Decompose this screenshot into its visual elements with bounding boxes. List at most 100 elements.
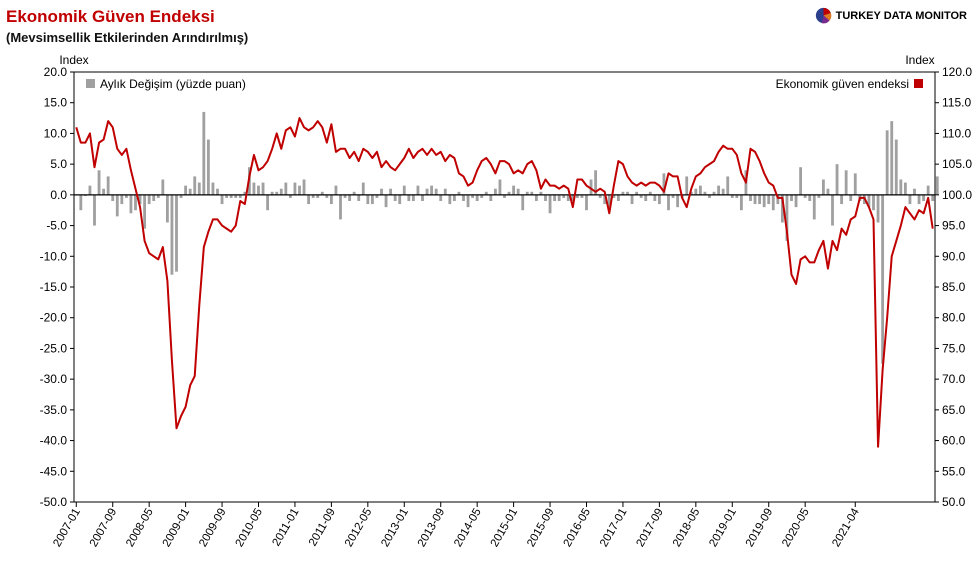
bar — [758, 194, 762, 205]
bar — [626, 191, 629, 195]
bar — [175, 194, 178, 272]
bar — [202, 111, 206, 195]
bar — [334, 185, 338, 195]
right-tick-label: 100.0 — [942, 188, 972, 202]
bar — [407, 194, 411, 201]
bar — [562, 194, 566, 198]
bar — [425, 188, 429, 195]
bar — [931, 194, 935, 201]
x-tick-label: 2013-01 — [379, 507, 411, 550]
bar — [557, 194, 561, 201]
bar — [320, 191, 324, 195]
bar — [266, 194, 270, 211]
bar — [794, 194, 798, 208]
left-tick-label: -20.0 — [40, 311, 68, 325]
x-tick-label: 2017-09 — [634, 507, 666, 550]
right-tick-label: 95.0 — [942, 219, 966, 233]
bar — [129, 194, 133, 214]
legend-bar-swatch — [86, 79, 95, 88]
bar — [311, 194, 315, 198]
x-tick-label: 2008-05 — [124, 507, 156, 550]
bar — [443, 188, 447, 195]
bar — [630, 194, 634, 205]
bar — [512, 185, 516, 195]
bar — [211, 182, 215, 195]
bar — [739, 194, 743, 211]
left-tick-label: -30.0 — [40, 372, 68, 386]
bar — [566, 194, 570, 201]
left-tick-label: 20.0 — [44, 65, 68, 79]
right-axis-label: Index — [905, 53, 934, 67]
x-tick-label: 2021-04 — [830, 506, 862, 549]
brand-name: TURKEY DATA MONITOR — [835, 9, 967, 22]
bar — [229, 194, 233, 198]
right-tick-label: 105.0 — [942, 157, 972, 171]
bar — [298, 185, 301, 195]
bar — [821, 179, 825, 195]
right-tick-label: 80.0 — [942, 311, 966, 325]
bar — [325, 194, 329, 198]
brand[interactable]: TURKEY DATA MONITOR — [815, 7, 967, 24]
legend-line-label: Ekonomik güven endeksi — [776, 77, 909, 91]
left-tick-label: -35.0 — [40, 403, 68, 417]
bar — [489, 194, 493, 201]
right-tick-label: 55.0 — [942, 464, 966, 478]
bar — [434, 188, 438, 195]
bar — [220, 194, 224, 205]
bar — [790, 194, 793, 201]
bar — [343, 194, 347, 198]
bar — [243, 191, 247, 195]
left-tick-label: -10.0 — [40, 249, 68, 263]
x-tick-label: 2015-01 — [489, 507, 521, 550]
bar — [917, 194, 921, 205]
bar — [803, 194, 807, 198]
left-tick-label: -45.0 — [40, 464, 68, 478]
bar — [380, 188, 383, 195]
bar — [667, 194, 670, 211]
bar — [867, 194, 871, 208]
right-tick-label: 115.0 — [942, 96, 971, 110]
right-tick-label: 65.0 — [942, 403, 966, 417]
bar — [539, 191, 543, 195]
bar — [657, 194, 661, 205]
bar — [147, 194, 151, 205]
bar — [466, 194, 470, 208]
bar — [97, 170, 101, 195]
x-tick-label: 2019-01 — [707, 507, 739, 550]
bar — [430, 185, 434, 195]
bar — [138, 194, 142, 205]
bar — [621, 191, 625, 195]
bar — [780, 194, 784, 223]
bar — [498, 179, 502, 195]
right-tick-label: 90.0 — [942, 249, 966, 263]
bar — [676, 194, 680, 208]
bar — [817, 194, 821, 198]
axes: 20.0 15.0 10.0 5.0 0.0 -5.0 -10.0 -15.0 -20.0 -25… — [40, 53, 973, 549]
bar — [357, 194, 361, 201]
x-tick-label: 2018-05 — [671, 507, 703, 550]
bar — [411, 194, 415, 201]
bar — [493, 188, 497, 195]
left-tick-label: -5.0 — [46, 219, 67, 233]
legend: Aylık Değişim (yüzde puan) Ekonomik güven… — [86, 77, 923, 91]
bar — [571, 194, 575, 201]
bar — [749, 194, 752, 201]
bar — [480, 194, 484, 198]
bar — [507, 191, 511, 195]
line-series — [75, 117, 934, 448]
left-tick-label: -40.0 — [40, 434, 68, 448]
bar — [516, 188, 520, 195]
x-tick-label: 2009-09 — [197, 507, 229, 550]
bar — [93, 194, 96, 226]
bar — [293, 182, 297, 195]
bar — [462, 194, 465, 201]
bar — [102, 188, 106, 195]
bar — [662, 173, 666, 195]
bar — [257, 185, 260, 195]
bar — [161, 179, 165, 195]
bar — [402, 185, 406, 195]
bar — [270, 191, 274, 195]
bar — [594, 170, 598, 195]
left-tick-label: -50.0 — [40, 495, 68, 509]
chart-title: Ekonomik Güven Endeksi — [6, 7, 215, 26]
